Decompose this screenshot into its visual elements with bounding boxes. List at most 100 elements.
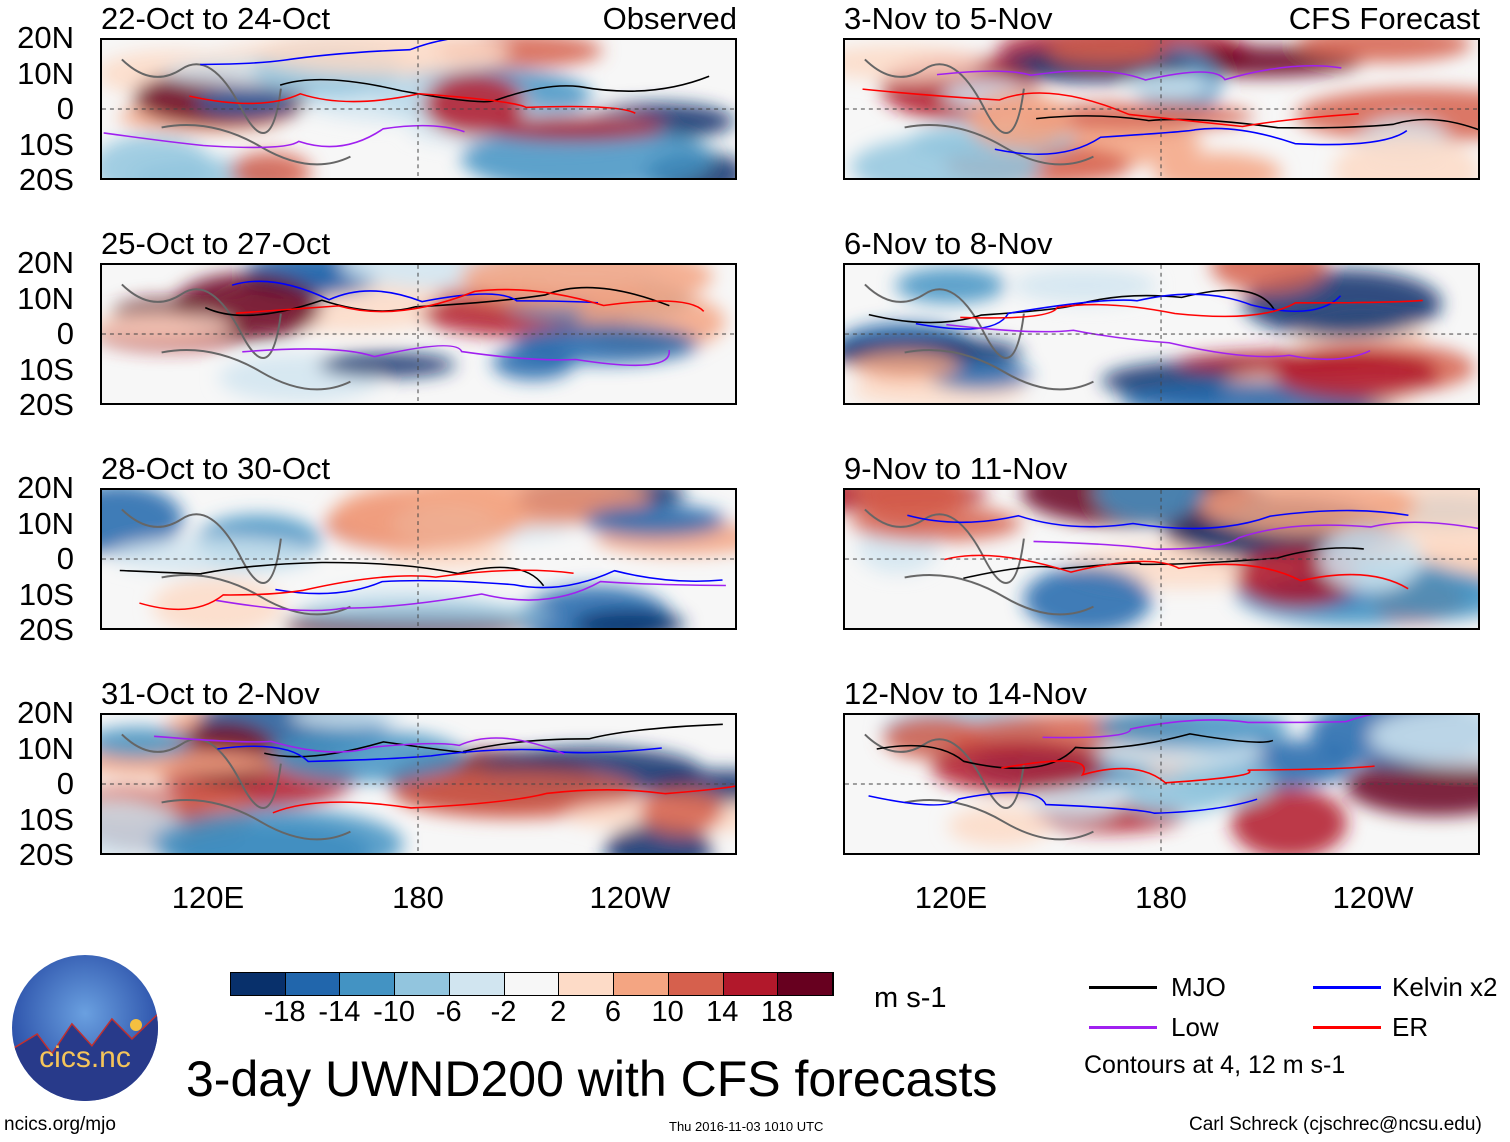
contour-note: Contours at 4, 12 m s-1 xyxy=(1084,1051,1346,1079)
wind-anomaly-blob xyxy=(269,729,464,783)
colorbar-swatch xyxy=(668,973,724,995)
wind-anomaly-blob xyxy=(584,504,727,538)
contour-line xyxy=(119,561,545,587)
colorbar xyxy=(230,972,834,996)
legend-label-kelvin: Kelvin x2 xyxy=(1392,972,1498,1002)
map-panel xyxy=(100,38,737,180)
panel-title: 12-Nov to 14-Nov xyxy=(844,676,1087,711)
legend-line-er xyxy=(1313,1026,1381,1029)
wind-anomaly-blob xyxy=(1332,136,1478,178)
footer-author: Carl Schreck (cjschrec@ncsu.edu) xyxy=(1189,1114,1482,1135)
wind-anomaly-blob xyxy=(850,136,1041,178)
panel-title: 28-Oct to 30-Oct xyxy=(101,451,331,486)
legend-line-low xyxy=(1089,1026,1157,1029)
coastline xyxy=(864,58,1094,166)
lon-label: 180 xyxy=(1135,880,1187,915)
wind-anomaly-blob xyxy=(195,89,292,115)
legend-line-mjo xyxy=(1089,986,1157,989)
coastline xyxy=(121,508,351,616)
panel-title: 22-Oct to 24-Oct xyxy=(101,1,331,36)
lat-label: 10N xyxy=(17,505,74,541)
contour-line xyxy=(189,92,636,114)
wind-anomaly-blob xyxy=(573,609,685,628)
wind-anomaly-blob xyxy=(639,787,724,835)
wind-anomaly-blob xyxy=(422,73,525,136)
colorbar-label: 10 xyxy=(651,996,684,1028)
contour-line xyxy=(215,580,726,612)
map-panel xyxy=(843,263,1480,405)
wind-anomaly-blob xyxy=(1047,40,1165,67)
wind-anomaly-blob xyxy=(1012,267,1157,304)
wind-anomaly-blob xyxy=(102,134,214,178)
footer-timestamp: Thu 2016-11-03 1010 UTC xyxy=(669,1119,824,1134)
wind-anomaly-blob xyxy=(485,116,665,141)
lon-label: 120W xyxy=(589,880,671,915)
wind-anomaly-blob xyxy=(895,267,1006,304)
contour-line xyxy=(1001,760,1375,784)
lon-label: 120E xyxy=(914,880,988,915)
logo-text: cics.nc xyxy=(39,1041,131,1074)
coastline xyxy=(121,733,351,841)
colorbar-swatch xyxy=(504,973,560,995)
wind-anomaly-blob xyxy=(318,352,456,378)
wind-anomaly-blob xyxy=(102,490,183,555)
colorbar-label: 14 xyxy=(706,996,739,1028)
wind-anomaly-blob xyxy=(513,324,699,365)
cics-logo: cics.nc xyxy=(12,955,158,1101)
wind-anomaly-blob xyxy=(230,151,312,178)
wind-anomaly-blob xyxy=(332,490,527,551)
colorbar-swatch xyxy=(395,973,450,995)
panel-title: 25-Oct to 27-Oct xyxy=(101,226,331,261)
lat-label: 0 xyxy=(56,766,74,801)
lat-label: 10N xyxy=(17,730,74,766)
panel-title: 6-Nov to 8-Nov xyxy=(844,226,1053,261)
contour-line xyxy=(1033,521,1478,550)
lat-label: 0 xyxy=(56,91,74,126)
wind-anomaly-blob xyxy=(1013,102,1255,131)
figure-title: 3-day UWND200 with CFS forecasts xyxy=(186,1051,998,1107)
lat-label: 0 xyxy=(56,541,74,576)
colorbar-label: 18 xyxy=(760,996,794,1028)
colorbar-swatch xyxy=(340,973,396,995)
footer-url[interactable]: ncics.org/mjo xyxy=(4,1114,116,1135)
contour-line xyxy=(868,289,1276,324)
lat-label: 10N xyxy=(17,280,74,316)
colorbar-label: -10 xyxy=(373,996,416,1028)
panel-label: Observed xyxy=(602,1,737,36)
contour-line xyxy=(154,735,565,755)
colorbar-label: 6 xyxy=(604,996,621,1028)
lat-label: 20N xyxy=(17,20,74,55)
panel-title: 9-Nov to 11-Nov xyxy=(844,451,1068,486)
colorbar-swatch xyxy=(723,973,779,995)
contour-line xyxy=(944,554,1409,590)
contour-line xyxy=(272,785,735,814)
lat-label: 20N xyxy=(17,695,74,730)
coastline xyxy=(864,733,1094,841)
wind-anomaly-blob xyxy=(968,91,1072,150)
map-panel xyxy=(100,713,737,855)
colorbar-swatch xyxy=(285,973,341,995)
coastline xyxy=(864,283,1094,391)
lat-label: 0 xyxy=(56,316,74,351)
wind-anomaly-blob xyxy=(1094,715,1290,748)
wind-anomaly-blob xyxy=(1295,40,1472,63)
contour-line xyxy=(231,280,599,304)
contour-line xyxy=(242,344,670,367)
wind-anomaly-blob xyxy=(851,351,960,382)
wind-anomaly-blob xyxy=(1095,490,1206,524)
colorbar-swatch xyxy=(449,973,505,995)
colorbar-swatch xyxy=(614,973,669,995)
wind-anomaly-blob xyxy=(252,40,510,76)
lon-label: 120W xyxy=(1332,880,1414,915)
wind-anomaly-blob xyxy=(1023,565,1152,628)
contour-line xyxy=(963,547,1364,580)
contour-line xyxy=(862,88,1359,128)
lat-label: 20N xyxy=(17,470,74,505)
map-panel xyxy=(100,488,737,630)
colorbar-label: -2 xyxy=(490,996,517,1028)
panel-title: 31-Oct to 2-Nov xyxy=(101,676,320,711)
contour-line xyxy=(868,791,1258,814)
wind-anomaly-blob xyxy=(931,740,1106,794)
contour-line xyxy=(204,286,670,317)
